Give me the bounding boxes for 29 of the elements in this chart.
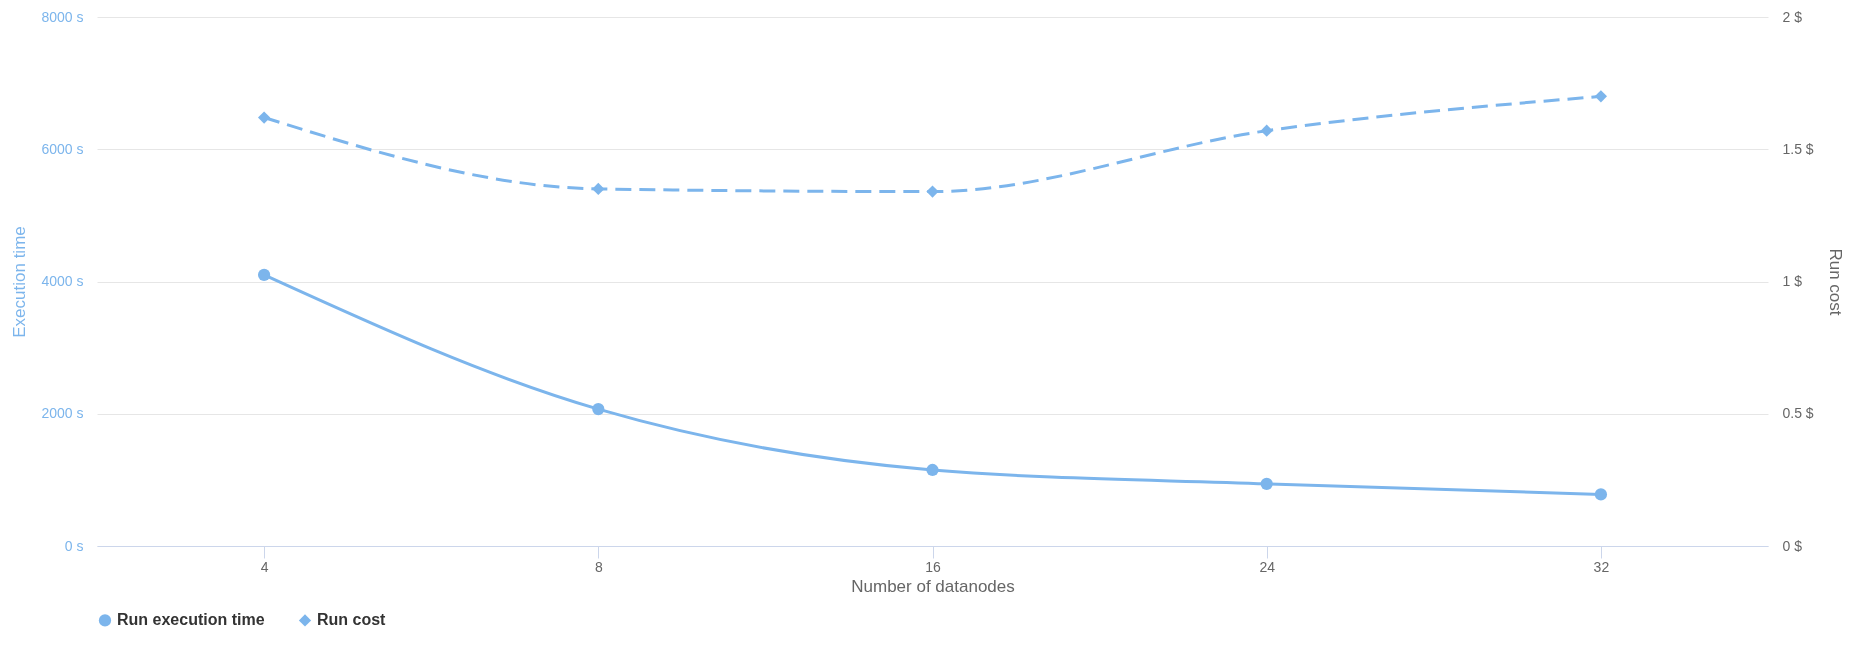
y2-tick-label: 1.5 $ [1782, 140, 1814, 157]
y-tick-label: 2000 s [41, 405, 84, 422]
point [257, 111, 271, 124]
y-tick-label: 8000 s [41, 8, 84, 25]
y2-tick-label: 2 $ [1782, 8, 1803, 25]
legend-label: Run execution time [117, 611, 265, 629]
x-tick-label: 32 [1593, 558, 1610, 575]
y2-tick-label: 1 $ [1782, 273, 1803, 289]
y2-tick-label: 0.5 $ [1782, 405, 1814, 422]
y2-axis-title: Run cost [1825, 248, 1845, 316]
y-tick-label: 4000 s [41, 273, 84, 289]
y-tick-label: 0 s [64, 537, 84, 554]
x-tick-label: 4 [260, 558, 269, 575]
y2-tick-label: 0 $ [1782, 537, 1803, 554]
point [592, 182, 605, 196]
point [257, 268, 271, 281]
x-tick-label: 24 [1259, 558, 1276, 575]
legend-label: Run cost [317, 611, 387, 629]
y-axis-title: Execution time [10, 226, 30, 338]
point [1594, 488, 1608, 501]
y-tick-label: 6000 s [41, 140, 84, 157]
x-tick-label: 8 [594, 558, 603, 575]
point [592, 403, 605, 416]
point [926, 463, 939, 477]
point [1594, 90, 1608, 103]
x-axis-title: Number of datanodes [851, 576, 1015, 596]
x-tick-label: 16 [925, 558, 941, 575]
point [1260, 477, 1273, 490]
point [1260, 124, 1273, 137]
